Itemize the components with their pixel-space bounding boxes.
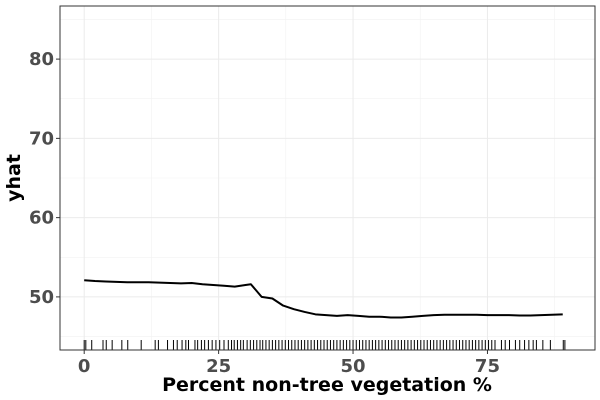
grid-lines <box>60 6 595 350</box>
x-tick-label: 75 <box>475 356 500 377</box>
x-axis: 0 25 50 75 <box>78 350 500 377</box>
x-tick-label: 25 <box>206 356 231 377</box>
rug-marks <box>83 340 566 350</box>
y-tick-label: 70 <box>29 128 54 149</box>
series-line <box>84 279 563 319</box>
y-axis: 50 60 70 80 <box>29 49 60 308</box>
y-tick-label: 80 <box>29 49 54 70</box>
y-tick-label: 60 <box>29 208 54 229</box>
plot-border <box>59 5 596 351</box>
y-tick-label: 50 <box>29 287 54 308</box>
x-tick-label: 0 <box>78 356 91 377</box>
x-axis-title: Percent non-tree vegetation % <box>162 374 492 396</box>
x-tick-label: 50 <box>341 356 366 377</box>
y-axis-title: yhat <box>3 154 25 202</box>
